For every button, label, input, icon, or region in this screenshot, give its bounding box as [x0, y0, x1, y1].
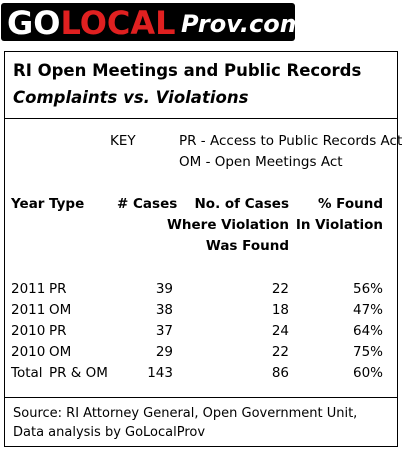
cell-pct: 75%	[352, 344, 383, 360]
cell-type: PR & OM	[49, 365, 108, 381]
key-om: OM - Open Meetings Act	[179, 154, 343, 170]
cell-violations: 18	[271, 302, 289, 318]
source-line-2: Data analysis by GoLocalProv	[13, 425, 206, 440]
golocalprov-logo: GOLOCAL Prov.com	[1, 3, 305, 42]
records-table-card: RI Open Meetings and Public Records Comp…	[4, 51, 402, 447]
col-violations-header-2: Where Violation	[167, 217, 289, 233]
source-note: Source: RI Attorney General, Open Govern…	[13, 404, 357, 442]
cell-cases: 143	[147, 365, 173, 381]
cell-year: 2011	[11, 281, 46, 297]
logo-domain: Prov.com	[181, 10, 305, 38]
logo-go: GO	[7, 4, 61, 42]
cell-cases: 39	[155, 281, 173, 297]
logo-bar: GOLOCAL Prov.com	[0, 0, 404, 44]
footer-divider	[5, 397, 397, 398]
col-cases-header: # Cases	[117, 196, 178, 212]
key-label: KEY	[110, 133, 136, 149]
cell-type: OM	[49, 344, 72, 360]
col-pct-header-2: In Violation	[295, 217, 383, 233]
cell-year: 2010	[11, 344, 46, 360]
cell-type: PR	[49, 281, 67, 297]
table-subtitle: Complaints vs. Violations	[13, 88, 249, 107]
cell-year: Total	[11, 365, 43, 381]
header-divider	[5, 118, 397, 119]
logo-wordmark: GOLOCAL	[7, 3, 176, 42]
cell-year: 2011	[11, 302, 46, 318]
cell-type: PR	[49, 323, 67, 339]
cell-violations: 86	[271, 365, 289, 381]
key-pr: PR - Access to Public Records Act	[179, 133, 403, 149]
col-pct-header-1: % Found	[317, 196, 383, 212]
table-title: RI Open Meetings and Public Records	[13, 61, 362, 80]
source-line-1: Source: RI Attorney General, Open Govern…	[13, 406, 358, 421]
cell-year: 2010	[11, 323, 46, 339]
cell-cases: 29	[155, 344, 173, 360]
cell-pct: 47%	[352, 302, 383, 318]
cell-cases: 38	[155, 302, 173, 318]
cell-pct: 60%	[352, 365, 383, 381]
col-type-header: Type	[49, 196, 85, 212]
cell-cases: 37	[155, 323, 173, 339]
logo-local: LOCAL	[60, 4, 176, 42]
cell-violations: 22	[271, 344, 289, 360]
col-violations-header-3: Was Found	[205, 238, 289, 254]
cell-pct: 56%	[352, 281, 383, 297]
cell-pct: 64%	[352, 323, 383, 339]
cell-violations: 22	[271, 281, 289, 297]
cell-type: OM	[49, 302, 72, 318]
cell-violations: 24	[271, 323, 289, 339]
col-year-header: Year	[11, 196, 45, 212]
col-violations-header-1: No. of Cases	[194, 196, 290, 212]
